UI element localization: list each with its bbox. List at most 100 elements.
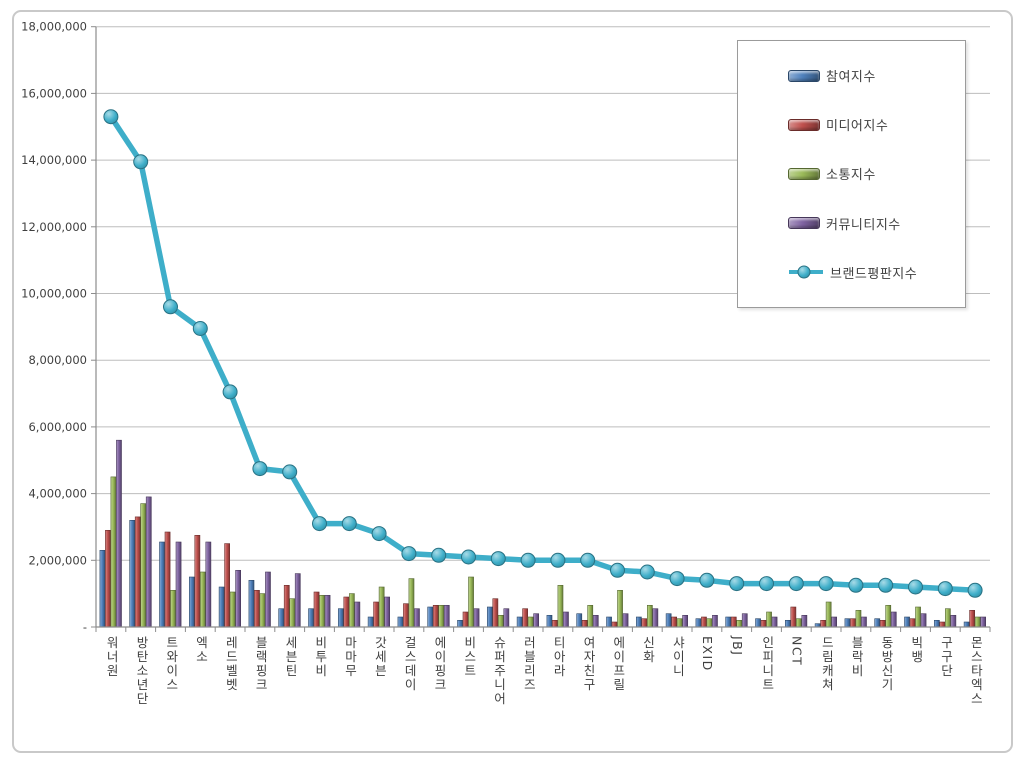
bar: [254, 589, 260, 628]
bar: [486, 606, 493, 628]
bar: [99, 549, 106, 628]
bar: [432, 604, 439, 628]
line-marker: [252, 461, 268, 477]
bar: [218, 586, 225, 628]
bar: [457, 619, 463, 628]
line-marker: [937, 581, 953, 597]
media-bar-swatch-icon: [788, 118, 820, 131]
bar: [904, 616, 910, 628]
bar: [129, 519, 136, 628]
bar: [755, 618, 761, 628]
bar: [294, 573, 301, 628]
bar: [676, 618, 683, 628]
bar: [652, 608, 659, 628]
bar: [844, 618, 851, 628]
bar: [283, 584, 290, 628]
bar: [622, 613, 629, 628]
bar: [443, 604, 450, 628]
line-marker: [192, 321, 208, 336]
legend-item-media: 미디어지수: [738, 115, 965, 134]
axes: [91, 26, 991, 632]
bar: [874, 618, 881, 628]
bar: [503, 608, 510, 628]
bar: [795, 618, 802, 628]
bar: [546, 614, 553, 628]
bar: [741, 613, 748, 628]
bar: [175, 541, 182, 628]
bar: [348, 593, 355, 628]
line-marker: [222, 384, 238, 400]
line-marker: [341, 516, 357, 532]
legend-item-communication: 소통지수: [738, 164, 965, 183]
line-marker: [461, 549, 476, 565]
bar: [890, 611, 897, 628]
bar: [581, 619, 588, 628]
bar: [969, 609, 975, 628]
bar: [397, 616, 404, 628]
line-marker: [848, 577, 864, 593]
bar: [403, 603, 409, 628]
bar: [682, 614, 688, 628]
bar: [730, 616, 737, 628]
legend-label: 소통지수: [826, 168, 876, 184]
bar: [706, 618, 713, 628]
line-marker: [520, 552, 536, 568]
bar: [313, 591, 320, 628]
line-markers: [103, 109, 983, 598]
bar: [105, 529, 111, 628]
line-marker: [818, 576, 834, 592]
bar: [235, 569, 242, 628]
chart-legend: 참여지수 미디어지수 소통지수 커뮤니티지수 브랜드평판지수: [737, 40, 966, 308]
bar: [771, 616, 778, 628]
bar: [712, 614, 718, 628]
bar: [552, 619, 558, 628]
bar: [974, 616, 981, 628]
y-axis-label: 10,000,000: [21, 287, 87, 301]
bar: [159, 541, 165, 628]
bar: [576, 613, 583, 628]
line-marker: [908, 579, 923, 595]
bar: [324, 594, 331, 628]
bar: [563, 611, 569, 628]
bar: [760, 619, 767, 628]
bar: [492, 598, 499, 628]
y-axis-label: -: [83, 620, 87, 634]
bar: [646, 604, 653, 628]
bar: [367, 616, 374, 628]
bar: [205, 541, 212, 628]
bar: [915, 606, 921, 628]
bar: [801, 614, 808, 628]
bar: [963, 621, 970, 628]
y-axis-label: 18,000,000: [21, 20, 87, 34]
bar: [980, 616, 986, 628]
legend-label: 미디어지수: [826, 119, 889, 135]
line-marker: [550, 552, 566, 568]
bar: [920, 613, 927, 628]
bar: [527, 616, 534, 628]
bar: [229, 591, 236, 628]
bar: [855, 609, 862, 628]
communication-bar-swatch-icon: [788, 167, 820, 180]
legend-item-brand-reputation: 브랜드평판지수: [738, 263, 965, 282]
bar: [944, 608, 951, 628]
bar: [194, 534, 201, 628]
bar: [592, 614, 599, 628]
bar: [259, 593, 266, 628]
legend-label: 참여지수: [826, 70, 876, 86]
bar: [516, 616, 523, 628]
line-marker: [163, 299, 178, 315]
line-marker: [729, 576, 745, 592]
line-marker: [759, 576, 774, 592]
bar: [533, 613, 539, 628]
bar: [933, 619, 940, 628]
bar: [879, 619, 886, 628]
y-axis-label: 6,000,000: [28, 420, 87, 434]
line-marker: [967, 582, 983, 598]
bar: [473, 608, 480, 628]
bar: [522, 608, 528, 628]
bar: [939, 621, 946, 628]
bar: [145, 496, 152, 628]
bar: [611, 621, 618, 628]
bar: [725, 616, 732, 628]
bar: [116, 439, 122, 628]
